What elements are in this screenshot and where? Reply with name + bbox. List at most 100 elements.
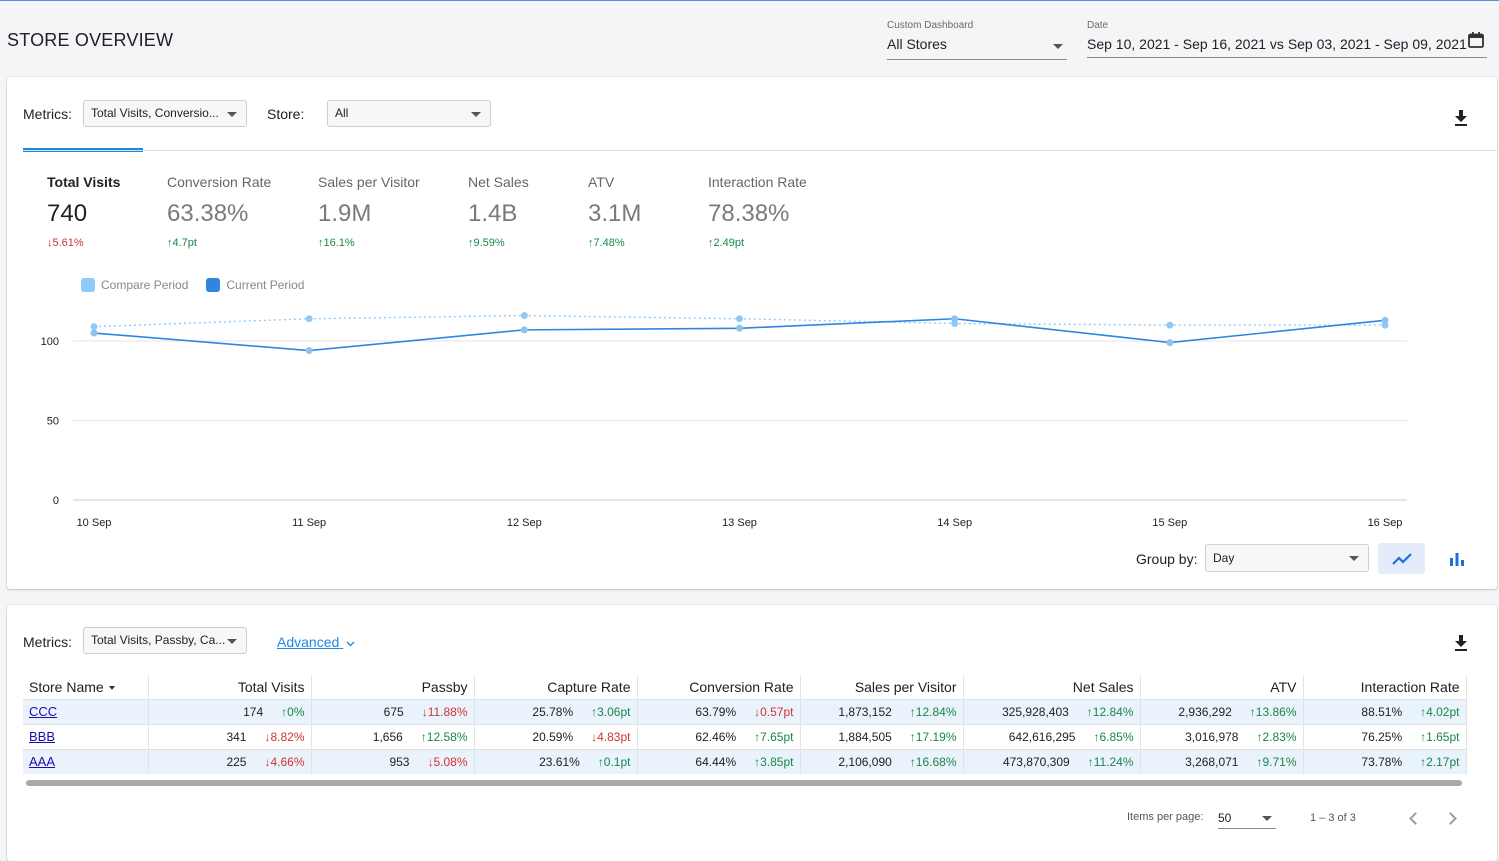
metric-cell: 1,884,505 ↑17.19% <box>800 723 964 749</box>
horizontal-scrollbar[interactable] <box>26 780 1462 786</box>
previous-page-icon[interactable] <box>1409 812 1422 825</box>
items-per-page-value: 50 <box>1218 811 1232 825</box>
current-point[interactable] <box>1166 339 1174 347</box>
cell-change: ↑2.83% <box>1256 730 1296 744</box>
column-header[interactable]: Conversion Rate <box>637 675 801 699</box>
metrics-label: Metrics: <box>23 106 72 122</box>
current-point[interactable] <box>305 347 313 355</box>
next-page-icon[interactable] <box>1444 812 1457 825</box>
trend-arrow-icon: ↓ <box>427 754 434 769</box>
kpi-sales-per-visitor[interactable]: Sales per Visitor 1.9M ↑16.1% <box>318 174 420 249</box>
chevron-down-icon <box>227 112 237 117</box>
cell-change: ↑9.71% <box>1256 755 1296 769</box>
column-header[interactable]: Capture Rate <box>474 675 638 699</box>
metric-cell: 675 ↓11.88% <box>311 698 475 724</box>
trend-arrow-icon: ↑ <box>281 704 288 719</box>
items-per-page-select[interactable]: 50 <box>1218 809 1276 829</box>
cell-change: ↑3.06pt <box>591 705 630 719</box>
table-metrics-select[interactable]: Total Visits, Passby, Ca... <box>83 627 247 654</box>
cell-value: 73.78% <box>1361 754 1403 769</box>
line-chart-toggle[interactable] <box>1378 543 1425 574</box>
chevron-down-icon <box>1349 556 1359 561</box>
cell-change: ↑17.19% <box>910 730 957 744</box>
kpi-net-sales[interactable]: Net Sales 1.4B ↑9.59% <box>468 174 529 249</box>
chevron-down-icon <box>227 639 237 644</box>
trend-arrow-icon: ↓ <box>47 237 53 249</box>
trend-arrow-icon: ↑ <box>420 729 427 744</box>
calendar-icon[interactable] <box>1467 31 1485 49</box>
field-underline <box>1087 57 1487 58</box>
trend-arrow-icon: ↑ <box>1420 754 1427 769</box>
kpi-change-value: 7.48% <box>593 237 625 249</box>
legend-label-current[interactable]: Current Period <box>226 278 305 292</box>
trend-arrow-icon: ↑ <box>591 704 598 719</box>
compare-point[interactable] <box>736 315 743 323</box>
x-tick-label: 10 Sep <box>77 517 112 529</box>
kpi-conversion-rate[interactable]: Conversion Rate 63.38% ↑4.7pt <box>167 174 271 249</box>
column-header[interactable]: Passby <box>311 675 475 699</box>
current-point[interactable] <box>520 326 528 334</box>
date-range-field[interactable]: Date Sep 10, 2021 - Sep 16, 2021 vs Sep … <box>1087 20 1487 58</box>
cell-value: 3,016,978 <box>1185 729 1239 744</box>
kpi-value: 3.1M <box>588 200 642 227</box>
column-header[interactable]: Total Visits <box>148 675 312 699</box>
compare-point[interactable] <box>520 312 528 320</box>
metrics-select[interactable]: Total Visits, Conversio... <box>83 100 247 127</box>
cell-change-value: 12.58% <box>426 729 468 744</box>
store-link[interactable]: CCC <box>29 704 58 719</box>
bar-chart-toggle[interactable] <box>1439 543 1475 574</box>
store-select[interactable]: All <box>327 100 491 127</box>
items-per-page-label: Items per page: <box>1127 811 1204 823</box>
current-point[interactable] <box>736 324 743 332</box>
download-icon[interactable] <box>1454 110 1468 126</box>
legend-label-compare[interactable]: Compare Period <box>101 278 189 292</box>
kpi-name: Total Visits <box>47 174 121 190</box>
advanced-label: Advanced <box>277 634 340 650</box>
table-row: CCC 174 ↑0% 675 ↓11.88% 25.78% ↑3.06pt 63.79% ↓0… <box>23 698 1467 724</box>
trend-arrow-icon: ↑ <box>167 237 173 249</box>
date-label: Date <box>1087 20 1109 31</box>
metric-cell: 73.78% ↑2.17pt <box>1303 748 1467 774</box>
cell-value: 20.59% <box>532 729 574 744</box>
cell-value: 63.79% <box>695 704 737 719</box>
store-link[interactable]: AAA <box>29 754 56 770</box>
cell-value: 953 <box>389 754 410 769</box>
trend-arrow-icon: ↓ <box>754 704 761 719</box>
cell-change-value: 1.65pt <box>1426 729 1460 744</box>
column-header[interactable]: ATV <box>1140 675 1304 699</box>
bar-chart-icon <box>1450 553 1464 566</box>
custom-dashboard-select[interactable]: Custom Dashboard All Stores <box>887 20 1067 60</box>
cell-value: 2,106,090 <box>838 754 892 769</box>
current-point[interactable] <box>90 329 98 337</box>
metric-cell: 23.61% ↑0.1pt <box>474 748 638 774</box>
group-by-select[interactable]: Day <box>1205 544 1369 572</box>
kpi-value: 1.9M <box>318 200 372 227</box>
compare-point[interactable] <box>305 315 313 323</box>
kpi-change: ↑2.49pt <box>708 237 807 249</box>
column-header[interactable]: Sales per Visitor <box>800 675 964 699</box>
column-header-label: Interaction Rate <box>1360 678 1460 695</box>
chevron-down-icon <box>1262 816 1272 821</box>
x-tick-label: 12 Sep <box>507 517 542 529</box>
column-header-label: Total Visits <box>237 678 305 695</box>
metric-cell: 325,928,403 ↑12.84% <box>963 698 1141 724</box>
kpi-atv[interactable]: ATV 3.1M ↑7.48% <box>588 174 641 249</box>
advanced-link[interactable]: Advanced <box>277 634 355 650</box>
cell-change: ↓4.66% <box>264 755 304 769</box>
store-link[interactable]: BBB <box>29 729 56 744</box>
current-point[interactable] <box>951 315 959 323</box>
cell-change: ↑1.65pt <box>1420 730 1459 744</box>
compare-point[interactable] <box>1166 321 1174 329</box>
cell-change-value: 4.02pt <box>1426 704 1460 719</box>
column-header[interactable]: Store Name <box>23 675 149 699</box>
current-point[interactable] <box>1381 316 1389 324</box>
cell-change-value: 6.85% <box>1099 729 1134 744</box>
column-header[interactable]: Net Sales <box>963 675 1141 699</box>
field-underline <box>887 59 1067 60</box>
compare-point[interactable] <box>90 323 98 331</box>
download-icon[interactable] <box>1454 635 1468 651</box>
kpi-interaction-rate[interactable]: Interaction Rate 78.38% ↑2.49pt <box>708 174 807 249</box>
kpi-total-visits[interactable]: Total Visits 740 ↓5.61% <box>47 174 120 249</box>
column-header-label: Store Name <box>29 678 104 695</box>
column-header[interactable]: Interaction Rate <box>1303 675 1467 699</box>
